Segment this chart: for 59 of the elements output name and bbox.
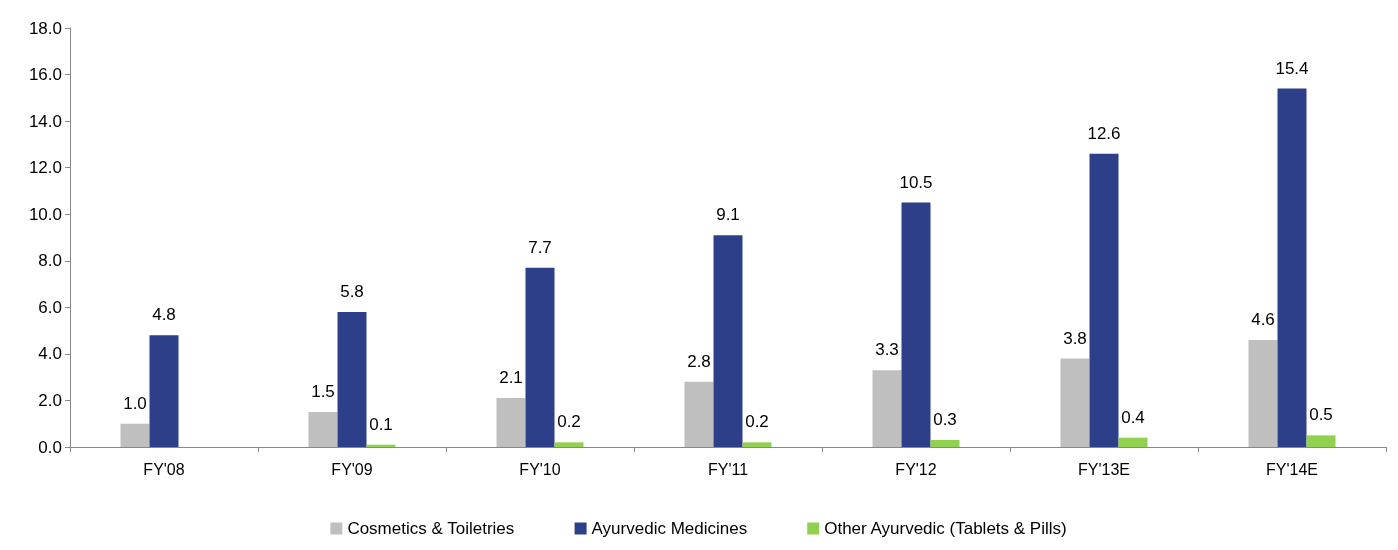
bar	[496, 398, 526, 447]
data-label: 0.5	[1309, 405, 1333, 425]
bar	[930, 440, 960, 447]
data-label: 0.4	[1121, 407, 1145, 427]
data-label: 4.6	[1251, 309, 1275, 329]
data-label: 1.0	[123, 393, 147, 413]
y-tick-label: 8.0	[38, 251, 62, 271]
data-label: 3.8	[1063, 328, 1087, 348]
x-tick-label: FY'14E	[1266, 460, 1318, 478]
legend-label: Cosmetics & Toiletries	[347, 519, 515, 538]
bar	[149, 335, 179, 447]
bar	[1089, 153, 1119, 447]
bar	[1248, 339, 1278, 447]
bar	[713, 235, 743, 447]
x-tick-label: FY'12	[895, 460, 937, 478]
bar	[337, 311, 367, 447]
x-tick-label: FY'08	[143, 460, 185, 478]
data-label: 9.1	[716, 205, 740, 225]
y-tick-label: 0.0	[38, 437, 62, 457]
data-label: 5.8	[340, 281, 364, 301]
bar	[1306, 435, 1336, 447]
bar	[554, 442, 584, 447]
y-tick-label: 14.0	[28, 111, 62, 131]
data-label: 2.8	[687, 351, 711, 371]
data-label: 0.1	[369, 414, 393, 434]
bar	[1118, 437, 1148, 447]
bar	[1060, 358, 1090, 447]
data-label: 3.3	[875, 340, 899, 360]
bar	[684, 381, 714, 447]
bar	[308, 412, 338, 447]
data-label: 0.2	[745, 412, 769, 432]
data-label: 12.6	[1087, 123, 1121, 143]
legend-label: Ayurvedic Medicines	[591, 519, 748, 538]
data-label: 2.1	[499, 368, 523, 388]
data-label: 0.3	[933, 410, 957, 430]
data-label: 4.8	[152, 305, 176, 325]
data-label: 1.5	[311, 382, 335, 402]
legend-label: Other Ayurvedic (Tablets & Pills)	[824, 519, 1067, 538]
bar	[1277, 88, 1307, 447]
x-tick-label: FY'13E	[1078, 460, 1130, 478]
y-tick-label: 16.0	[28, 65, 62, 85]
bar	[120, 423, 150, 447]
y-tick-label: 18.0	[28, 18, 62, 38]
bar	[742, 442, 772, 447]
x-tick-label: FY'11	[707, 460, 749, 478]
data-label: 15.4	[1275, 58, 1309, 78]
x-tick-label: FY'10	[519, 460, 561, 478]
y-tick-label: 4.0	[38, 344, 62, 364]
y-tick-label: 6.0	[38, 297, 62, 317]
y-tick-label: 12.0	[28, 158, 62, 178]
x-tick-label: FY'09	[331, 460, 373, 478]
data-label: 7.7	[528, 237, 552, 257]
data-label: 0.2	[557, 412, 581, 432]
bar	[901, 202, 931, 447]
y-tick-label: 2.0	[38, 390, 62, 410]
bar	[525, 267, 555, 447]
y-tick-label: 10.0	[28, 204, 62, 224]
bar	[872, 370, 902, 447]
data-label: 10.5	[899, 172, 933, 192]
